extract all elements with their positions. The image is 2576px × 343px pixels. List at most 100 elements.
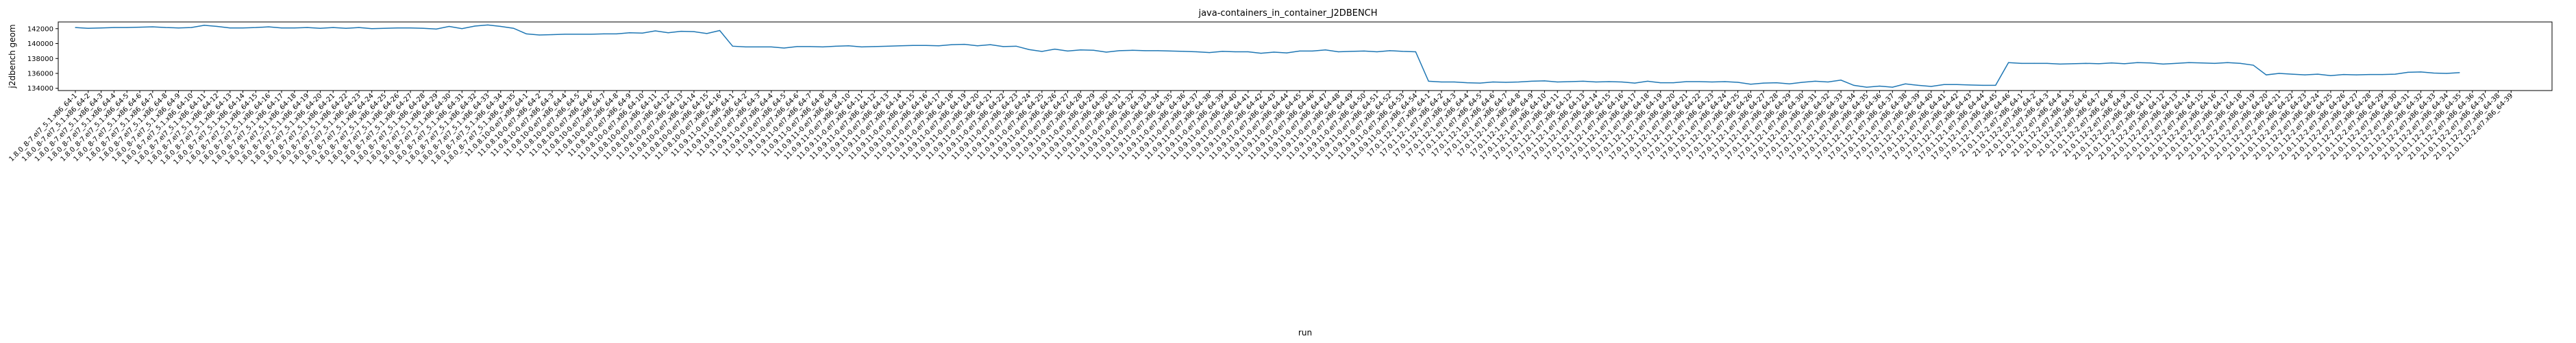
data-point — [1995, 84, 1996, 86]
data-point — [165, 27, 166, 28]
data-point — [1660, 82, 1661, 84]
data-point — [719, 29, 721, 32]
data-point — [706, 33, 708, 34]
data-point — [977, 45, 978, 47]
data-point — [964, 44, 965, 45]
y-tick-label: 142000 — [27, 25, 53, 33]
data-point — [332, 27, 334, 28]
data-point — [2188, 62, 2190, 63]
data-point — [2227, 62, 2229, 63]
data-point — [538, 34, 540, 36]
data-point — [1376, 51, 1378, 53]
data-point — [1015, 45, 1017, 47]
data-points — [75, 24, 2460, 88]
data-point — [371, 28, 373, 29]
data-point — [2407, 71, 2409, 73]
data-point — [835, 45, 837, 47]
data-point — [2149, 62, 2151, 64]
data-point — [848, 45, 850, 47]
data-point — [319, 27, 321, 29]
data-point — [1892, 86, 1893, 88]
plot-frame — [58, 21, 2553, 91]
data-point — [1724, 81, 1726, 82]
data-point — [1814, 80, 1816, 82]
data-point — [2394, 73, 2396, 75]
data-point — [2008, 62, 2009, 63]
data-point — [500, 25, 501, 27]
data-point — [2175, 62, 2177, 64]
data-point — [216, 25, 218, 27]
data-point — [1544, 80, 1546, 82]
data-point — [2214, 62, 2216, 64]
data-point — [397, 27, 398, 29]
data-point — [2330, 75, 2331, 76]
data-point — [294, 27, 295, 29]
data-point — [1389, 50, 1391, 51]
data-point — [1853, 84, 1855, 86]
data-point — [358, 27, 360, 28]
data-point — [177, 27, 179, 29]
data-point — [190, 27, 192, 28]
y-tick-label: 134000 — [27, 85, 53, 93]
data-point — [629, 32, 630, 34]
data-point — [1157, 50, 1159, 51]
data-point — [1428, 80, 1429, 82]
data-point — [152, 26, 153, 27]
data-point — [2033, 62, 2035, 64]
data-point — [2240, 62, 2241, 64]
data-point — [1415, 51, 1416, 53]
data-point — [2020, 62, 2022, 64]
series-line — [75, 24, 2460, 88]
data-point — [2137, 62, 2138, 63]
data-point — [1531, 80, 1533, 82]
y-axis-label: j2dbench geom — [8, 24, 17, 88]
data-point — [281, 27, 282, 29]
data-point — [2343, 74, 2344, 75]
data-point — [2124, 63, 2125, 64]
data-point — [2420, 71, 2422, 73]
chart-title: java-containers_in_container_J2DBENCH — [1198, 8, 1377, 19]
y-axis: 134000 136000 138000 140000 142000 — [27, 25, 58, 93]
data-point — [384, 27, 386, 29]
data-point — [874, 46, 875, 47]
y-tick-label: 136000 — [27, 71, 53, 78]
data-point — [1685, 81, 1687, 82]
data-point — [2459, 72, 2460, 73]
data-point — [2072, 63, 2074, 64]
y-tick-label: 140000 — [27, 40, 53, 48]
data-point — [1325, 49, 1326, 51]
data-point — [680, 30, 682, 32]
data-point — [642, 32, 643, 34]
data-point — [306, 27, 308, 28]
data-point — [2085, 62, 2087, 64]
data-point — [1479, 82, 1481, 84]
y-tick-label: 138000 — [27, 56, 53, 63]
data-point — [1002, 46, 1004, 47]
data-point — [1028, 49, 1030, 50]
data-point — [1672, 82, 1674, 84]
data-point — [1196, 51, 1198, 53]
data-point — [2098, 63, 2099, 64]
data-point — [732, 45, 733, 47]
data-point — [2368, 74, 2370, 75]
data-point — [1337, 51, 1339, 53]
data-point — [667, 32, 669, 34]
data-point — [1866, 86, 1868, 88]
data-point — [2201, 62, 2203, 64]
data-point — [1647, 80, 1648, 82]
data-point — [654, 30, 656, 32]
data-point — [1982, 84, 1983, 86]
data-point — [1698, 81, 1700, 82]
data-point — [2046, 62, 2048, 64]
data-point — [1080, 49, 1081, 51]
data-point — [1763, 82, 1764, 84]
data-point — [1209, 51, 1210, 54]
data-point — [345, 27, 347, 29]
data-point — [512, 27, 515, 29]
data-point — [2381, 74, 2383, 75]
data-point — [2111, 62, 2112, 64]
x-axis-label: run — [1298, 328, 1312, 338]
data-point — [2317, 73, 2318, 75]
